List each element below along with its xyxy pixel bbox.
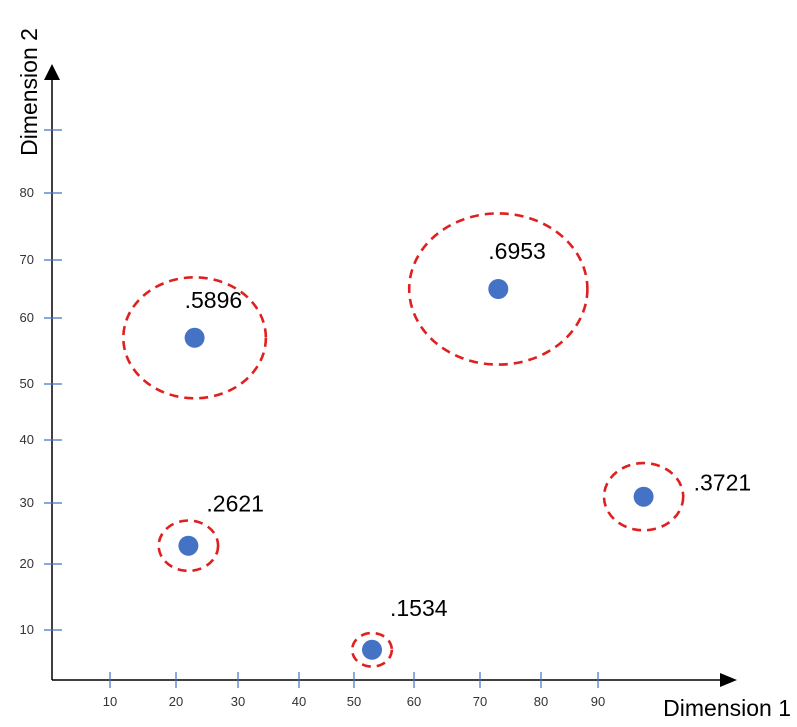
y-tick-label: 40 xyxy=(20,432,34,447)
x-axis-title: Dimension 1 xyxy=(663,695,791,721)
point-label: .3721 xyxy=(694,470,752,496)
data-point xyxy=(362,639,382,660)
data-point xyxy=(178,535,199,556)
data-point xyxy=(633,486,654,507)
y-axis-group: 10 20 30 40 50 60 70 80 Dimension 2 xyxy=(16,28,62,680)
data-point xyxy=(184,327,205,348)
y-tick-label: 60 xyxy=(20,310,34,325)
y-axis-arrow xyxy=(44,64,60,80)
x-tick-label: 90 xyxy=(591,694,605,709)
x-tick-label: 40 xyxy=(292,694,306,709)
x-tick-label: 70 xyxy=(473,694,487,709)
y-tick-label: 10 xyxy=(20,622,34,637)
y-tick-label: 70 xyxy=(20,252,34,267)
y-ticks: 10 20 30 40 50 60 70 80 xyxy=(20,129,62,637)
y-tick-label: 30 xyxy=(20,495,34,510)
y-axis-title: Dimension 2 xyxy=(16,28,42,156)
x-axis-group: 10 20 30 40 50 60 70 80 90 Dimension 1 xyxy=(52,672,791,721)
x-tick-label: 80 xyxy=(534,694,548,709)
x-axis-arrow xyxy=(720,673,737,687)
point-label: .2621 xyxy=(206,491,264,517)
point-label: .1534 xyxy=(390,595,448,621)
radius-circle xyxy=(407,212,589,366)
x-tick-label: 10 xyxy=(103,694,117,709)
x-tick-label: 30 xyxy=(231,694,245,709)
y-tick-label: 50 xyxy=(20,376,34,391)
x-tick-label: 60 xyxy=(407,694,421,709)
x-ticks: 10 20 30 40 50 60 70 80 90 xyxy=(103,672,605,709)
data-point xyxy=(488,279,509,299)
x-tick-label: 50 xyxy=(347,694,361,709)
radius-circle xyxy=(350,631,394,668)
radius-circle xyxy=(157,519,220,573)
data-points: .5896 .6953 .2621 .1534 .3721 xyxy=(122,212,752,668)
radius-circle xyxy=(602,461,685,532)
x-tick-label: 20 xyxy=(169,694,183,709)
point-label: .6953 xyxy=(488,238,546,264)
y-tick-label: 80 xyxy=(20,185,34,200)
radius-circle xyxy=(122,276,268,400)
y-tick-label: 20 xyxy=(20,556,34,571)
point-label: .5896 xyxy=(185,287,243,313)
